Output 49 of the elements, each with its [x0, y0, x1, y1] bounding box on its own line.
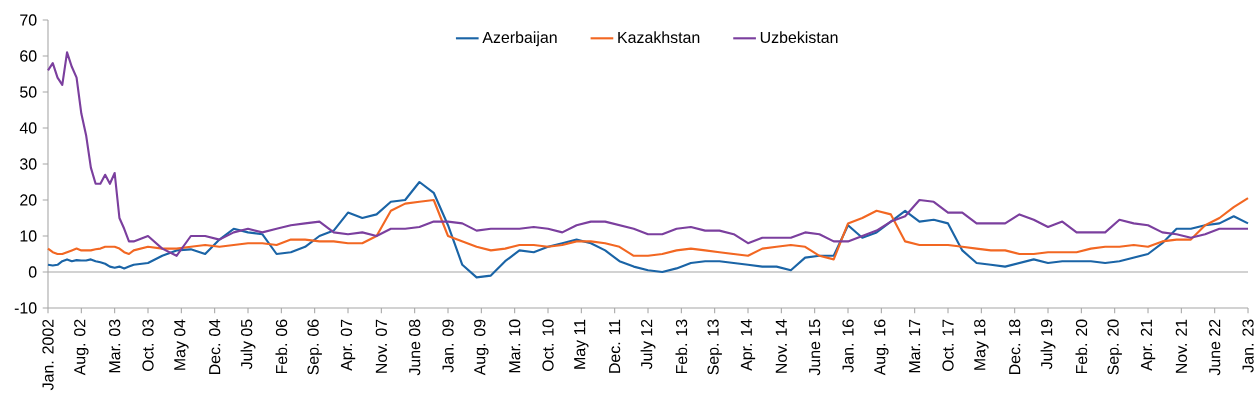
x-tick-label: Nov. 07	[375, 319, 387, 373]
x-tick-label: Oct. 03	[142, 319, 154, 371]
x-tick-label: Dec. 11	[609, 319, 621, 373]
x-tick-label: June 15	[809, 319, 821, 376]
x-tick-label: Feb. 20	[1075, 319, 1088, 374]
x-tick-label: Aug. 09	[474, 319, 489, 376]
x-tick-label: Sep. 06	[307, 319, 322, 375]
legend-label: Azerbaijan	[482, 31, 557, 47]
y-tick-label: -10	[14, 302, 37, 314]
x-tick-label: July 05	[240, 319, 256, 370]
x-tick-label: May 18	[974, 319, 989, 370]
x-tick-label: Dec. 18	[1009, 319, 1021, 374]
x-tick-label: May 11	[574, 319, 589, 369]
x-tick-label: Feb. 06	[275, 319, 288, 374]
y-tick-label: 60	[20, 50, 37, 62]
y-tick-label: 20	[20, 194, 37, 206]
x-tick-label: Nov. 21	[1175, 319, 1187, 373]
x-tick-label: June 22	[1209, 319, 1221, 376]
x-tick-label: Aug. 02	[74, 319, 89, 376]
x-tick-label: May 04	[174, 319, 189, 370]
x-tick-label: Mar. 03	[109, 319, 121, 373]
x-tick-label: Apr. 21	[1140, 319, 1156, 371]
x-tick-label: Jan. 09	[442, 319, 454, 373]
x-tick-label: Mar. 10	[509, 319, 521, 373]
x-tick-label: Sep. 13	[707, 319, 722, 375]
x-tick-label: Aug. 16	[874, 319, 889, 376]
y-tick-label: 10	[20, 230, 37, 242]
x-tick-label: Feb. 13	[675, 319, 688, 374]
x-tick-label: Mar. 17	[909, 319, 921, 373]
y-tick-label: 50	[20, 86, 37, 98]
legend-label: Kazakhstan	[618, 31, 700, 44]
x-tick-label: Apr. 14	[740, 319, 756, 371]
x-tick-label: Apr. 07	[340, 319, 356, 371]
x-tick-label: Jan. 16	[842, 319, 854, 373]
x-tick-label: Sep. 20	[1107, 319, 1122, 375]
y-tick-label: 70	[20, 14, 37, 26]
x-tick-label: Jan. 2002	[42, 319, 54, 391]
x-tick-label: Dec. 04	[209, 319, 221, 374]
y-tick-label: 40	[19, 122, 37, 134]
y-tick-label: 0	[28, 266, 37, 278]
x-tick-label: July 19	[1040, 319, 1056, 370]
x-tick-label: Oct. 17	[942, 319, 954, 371]
y-tick-label: 30	[20, 158, 37, 170]
legend-label: Uzbekistan	[760, 31, 838, 44]
x-tick-label: Jan. 23	[1242, 319, 1254, 373]
x-tick-label: Oct. 10	[542, 319, 554, 371]
x-tick-label: Nov. 14	[775, 319, 787, 373]
x-tick-label: July 12	[640, 319, 656, 370]
x-tick-label: June 08	[409, 319, 421, 376]
